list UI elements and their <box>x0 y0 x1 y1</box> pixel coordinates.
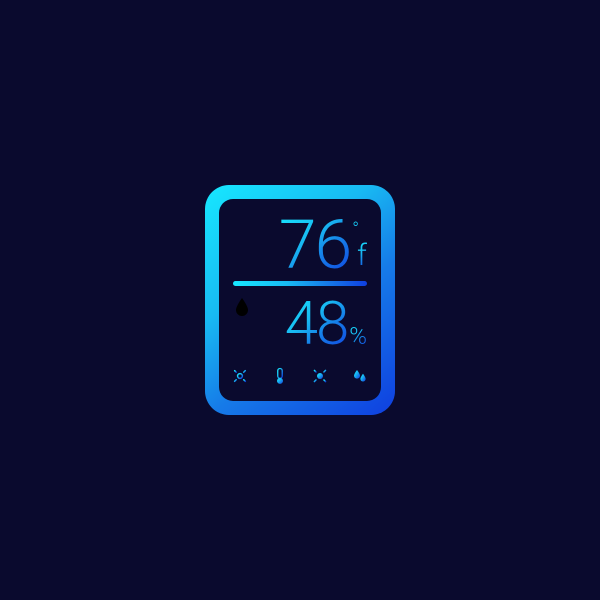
readouts: 76 ° f 48 % <box>233 211 367 354</box>
drop-icon <box>235 298 249 319</box>
humidity-value: 48 <box>285 294 348 354</box>
temperature-value: 76 <box>279 211 350 279</box>
thermometer-icon[interactable] <box>271 367 289 389</box>
thermostat-device: 76 ° f 48 % <box>205 185 395 415</box>
temperature-unit: f <box>357 241 367 271</box>
gear-icon[interactable] <box>231 367 249 389</box>
humidity-reading: 48 % <box>233 294 367 354</box>
divider <box>233 281 367 286</box>
droplets-icon[interactable] <box>351 367 369 389</box>
degree-mark: ° <box>352 221 359 239</box>
humidity-unit: % <box>349 324 367 348</box>
device-screen: 76 ° f 48 % <box>219 199 381 401</box>
mode-icons-row <box>231 367 369 389</box>
sun-icon[interactable] <box>311 367 329 389</box>
temperature-reading: 76 ° f <box>233 211 367 279</box>
